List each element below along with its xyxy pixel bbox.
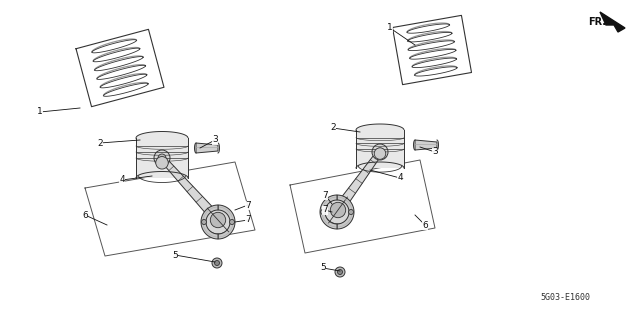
Circle shape <box>376 148 384 156</box>
Polygon shape <box>160 156 221 223</box>
Polygon shape <box>136 138 188 178</box>
Text: 5: 5 <box>172 250 178 259</box>
Text: 7: 7 <box>322 205 328 214</box>
Polygon shape <box>136 131 188 145</box>
Circle shape <box>211 212 226 228</box>
Text: 5G03-E1600: 5G03-E1600 <box>540 293 590 302</box>
Circle shape <box>349 210 353 214</box>
Circle shape <box>324 196 352 224</box>
Circle shape <box>372 144 388 160</box>
Text: 6: 6 <box>422 220 428 229</box>
Circle shape <box>214 261 220 265</box>
Polygon shape <box>201 205 218 239</box>
Circle shape <box>212 258 222 268</box>
Circle shape <box>202 219 207 225</box>
Text: 3: 3 <box>212 136 218 145</box>
Circle shape <box>335 267 345 277</box>
Text: 7: 7 <box>245 216 251 225</box>
Polygon shape <box>334 150 383 213</box>
Polygon shape <box>218 205 235 239</box>
Text: 3: 3 <box>432 147 438 157</box>
Polygon shape <box>356 124 404 136</box>
Circle shape <box>156 157 168 169</box>
Polygon shape <box>356 130 404 168</box>
Circle shape <box>230 219 234 225</box>
Polygon shape <box>337 195 354 229</box>
Text: 6: 6 <box>82 211 88 219</box>
Circle shape <box>321 210 326 214</box>
Text: 7: 7 <box>245 201 251 210</box>
Circle shape <box>204 206 232 234</box>
Polygon shape <box>196 143 218 153</box>
Text: 4: 4 <box>397 174 403 182</box>
Circle shape <box>330 202 346 218</box>
Text: 2: 2 <box>97 138 103 147</box>
Text: 4: 4 <box>119 175 125 184</box>
Text: FR.: FR. <box>588 17 606 27</box>
Polygon shape <box>415 140 437 150</box>
Text: 1: 1 <box>387 24 393 33</box>
Circle shape <box>374 148 386 159</box>
Polygon shape <box>320 195 337 229</box>
Text: 2: 2 <box>330 123 336 132</box>
Circle shape <box>158 154 166 162</box>
Circle shape <box>154 150 170 166</box>
Polygon shape <box>600 12 625 32</box>
Text: 7: 7 <box>322 190 328 199</box>
Text: 1: 1 <box>37 108 43 116</box>
Text: 5: 5 <box>320 263 326 272</box>
Circle shape <box>337 270 342 275</box>
